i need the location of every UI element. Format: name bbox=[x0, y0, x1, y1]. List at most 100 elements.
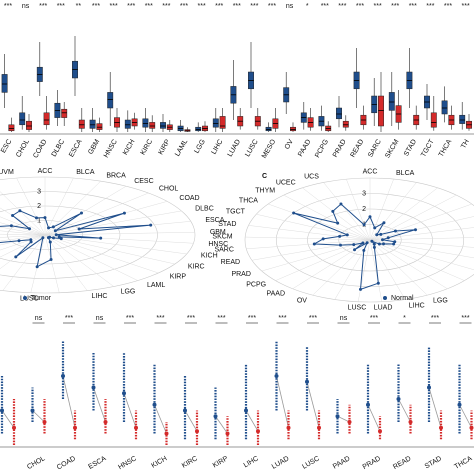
point bbox=[380, 238, 384, 242]
point bbox=[46, 236, 50, 240]
x-tick-label: THCA bbox=[453, 455, 473, 471]
spoke bbox=[369, 237, 474, 241]
spoke bbox=[44, 234, 159, 274]
x-tick-label: PRAD bbox=[362, 455, 382, 471]
significance-label: *** bbox=[233, 3, 241, 10]
x-tick-label: DLBC bbox=[51, 138, 66, 158]
pair-link bbox=[154, 404, 167, 434]
category-label: BLCA bbox=[396, 170, 415, 177]
category-label: LGG bbox=[433, 297, 448, 304]
significance-label: *** bbox=[92, 3, 100, 10]
x-tick-label: STAD bbox=[424, 455, 443, 470]
significance-label: *** bbox=[426, 3, 434, 10]
significance-label: *** bbox=[4, 3, 12, 10]
x-tick-label: STAD bbox=[403, 138, 418, 157]
box bbox=[160, 122, 166, 129]
point bbox=[27, 227, 31, 231]
median-point bbox=[427, 385, 431, 390]
x-tick-label: PAAD bbox=[297, 138, 312, 158]
pair-link bbox=[215, 416, 228, 434]
spoke bbox=[44, 234, 187, 255]
x-tick-label: KIRP bbox=[212, 455, 230, 469]
median-point bbox=[469, 425, 474, 430]
point bbox=[79, 211, 83, 215]
point bbox=[49, 258, 53, 262]
spoke bbox=[245, 236, 371, 241]
pair-link bbox=[32, 410, 45, 423]
x-tick-label: SARC bbox=[367, 138, 383, 158]
grid-ring bbox=[0, 191, 158, 279]
median-point bbox=[274, 374, 279, 378]
box bbox=[78, 119, 85, 129]
x-tick-label: ESCA bbox=[87, 455, 107, 471]
spoke bbox=[248, 225, 371, 241]
spoke bbox=[369, 216, 474, 241]
x-tick-label: READ bbox=[350, 138, 366, 158]
significance-label: ns bbox=[286, 3, 294, 10]
point bbox=[382, 242, 386, 246]
x-tick-label: GBM bbox=[87, 138, 101, 155]
category-label: KIRP bbox=[170, 274, 187, 281]
point bbox=[52, 236, 56, 240]
x-tick-label: LUAD bbox=[227, 138, 242, 158]
point bbox=[375, 233, 379, 237]
legend-marker bbox=[23, 296, 27, 300]
point bbox=[149, 223, 153, 227]
median-point bbox=[213, 414, 218, 419]
median-point bbox=[152, 402, 157, 407]
median-point bbox=[91, 385, 96, 390]
r-tick-label: 3 bbox=[362, 190, 366, 197]
category-label: HNSC bbox=[208, 241, 228, 248]
radar: 123 bbox=[244, 177, 474, 303]
x-tick-label: LIHC bbox=[243, 455, 260, 469]
box bbox=[1, 74, 8, 93]
significance-label: *** bbox=[156, 315, 164, 322]
significance-label: *** bbox=[126, 315, 134, 322]
category-label: THYM bbox=[255, 187, 275, 194]
spoke bbox=[0, 207, 46, 236]
median-point bbox=[134, 425, 138, 430]
spoke bbox=[369, 239, 474, 259]
box bbox=[142, 118, 149, 128]
significance-label: *** bbox=[250, 3, 258, 10]
category-label: PAAD bbox=[266, 290, 285, 297]
radar: 123 bbox=[0, 176, 196, 294]
category-label: LUSC bbox=[20, 295, 39, 302]
significance-label: *** bbox=[110, 3, 118, 10]
category-label: PCPG bbox=[246, 282, 266, 289]
spoke bbox=[44, 234, 114, 287]
category-label: LIHC bbox=[409, 302, 425, 309]
spoke bbox=[283, 194, 371, 241]
category-label: DLBC bbox=[195, 205, 214, 212]
spoke bbox=[0, 234, 46, 246]
spoke bbox=[369, 239, 448, 289]
significance-label: ** bbox=[76, 3, 82, 10]
x-tick-label: OV bbox=[284, 138, 295, 151]
median-point bbox=[12, 425, 16, 430]
box bbox=[8, 124, 15, 132]
spoke bbox=[44, 231, 195, 236]
x-tick-label: LGG bbox=[193, 138, 206, 154]
median-point bbox=[457, 402, 462, 407]
point bbox=[386, 236, 390, 240]
significance-label: *** bbox=[248, 315, 256, 322]
point bbox=[362, 223, 366, 227]
spoke bbox=[357, 239, 371, 302]
median-point bbox=[335, 414, 340, 419]
box bbox=[61, 108, 68, 118]
box bbox=[107, 92, 114, 109]
x-tick-label: KICH bbox=[122, 138, 136, 156]
significance-label: *** bbox=[145, 3, 153, 10]
point bbox=[59, 237, 63, 241]
median-point bbox=[396, 397, 401, 401]
x-tick-label: LUSC bbox=[244, 138, 259, 158]
spoke bbox=[246, 239, 371, 250]
median-point bbox=[305, 379, 309, 384]
median-point bbox=[244, 408, 248, 413]
point bbox=[372, 245, 376, 249]
point bbox=[41, 236, 45, 240]
spoke bbox=[369, 239, 428, 296]
significance-label: ns bbox=[22, 3, 30, 10]
significance-label: *** bbox=[268, 3, 276, 10]
